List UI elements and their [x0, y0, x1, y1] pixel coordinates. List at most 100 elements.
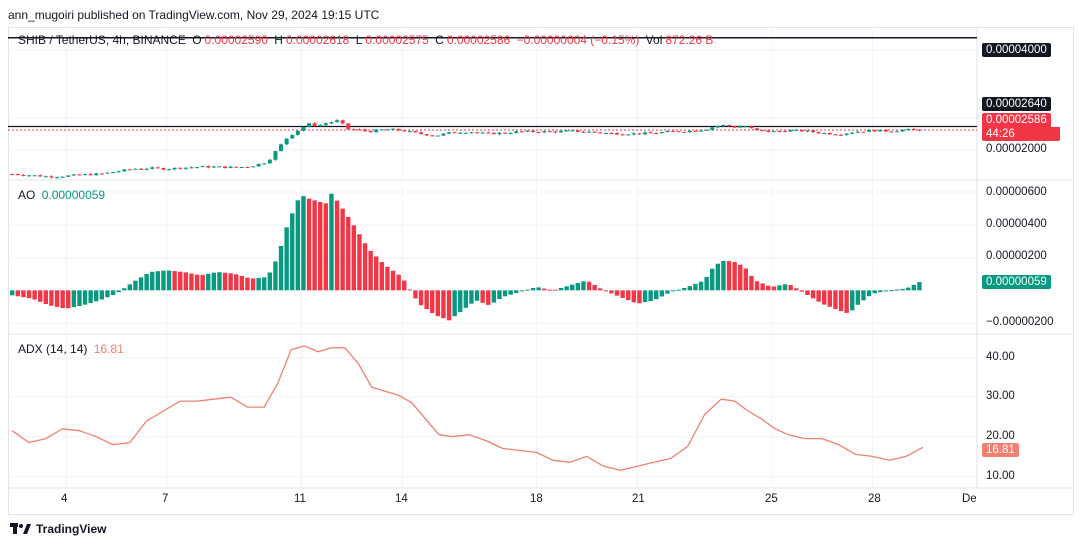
candle-body [223, 166, 228, 169]
candle-body [346, 123, 351, 130]
adx-legend: ADX (14, 14) 16.81 [18, 342, 127, 356]
candle-body [704, 129, 709, 131]
close-label: C [435, 33, 444, 47]
ao-bar [32, 290, 37, 300]
candle-body [228, 166, 233, 169]
ao-bar [133, 280, 138, 291]
ao-bar [710, 268, 715, 291]
candle-body [10, 174, 15, 176]
candle-body [351, 129, 356, 131]
ao-bar [458, 290, 463, 312]
candle-body [861, 131, 866, 133]
time-axis-label: 21 [632, 493, 645, 505]
ao-value: 0.00000059 [41, 188, 106, 202]
ao-bar [502, 290, 508, 297]
candle-body [519, 131, 524, 133]
ao-bar [362, 243, 368, 291]
candle-body [430, 135, 435, 137]
candle-body [239, 166, 244, 168]
ao-bar [396, 274, 401, 291]
candle-body [497, 132, 502, 135]
candle-body [279, 144, 284, 152]
candle-body [463, 132, 468, 134]
candle-body [514, 131, 519, 134]
chart-frame[interactable] [8, 27, 1074, 515]
ao-bar [60, 290, 65, 308]
ao-bar [889, 290, 894, 292]
ao-bar [878, 290, 883, 293]
ao-bar [642, 290, 648, 303]
candle-body [559, 130, 564, 133]
candle-body [889, 131, 894, 133]
candle-body [21, 174, 26, 176]
candle-body [665, 131, 670, 133]
ao-axis-label: 0.00000200 [986, 250, 1047, 262]
time-axis-label: 4 [61, 493, 68, 505]
adx-label[interactable]: ADX (14, 14) [18, 342, 88, 356]
candle-body [312, 123, 317, 126]
ao-bar [127, 284, 133, 291]
ao-bar [704, 277, 709, 291]
ao-label[interactable]: AO [18, 188, 36, 202]
symbol-legend: SHIB / TetherUS, 4h, BINANCE O 0.00002590… [18, 33, 716, 47]
candle-body [715, 126, 720, 128]
ao-bar [71, 290, 77, 308]
ao-bar [413, 290, 418, 299]
ao-bar [452, 290, 457, 317]
ao-bar [816, 290, 821, 302]
candle-body [620, 134, 625, 136]
time-axis-label: 18 [530, 493, 543, 505]
candle-body [189, 167, 194, 169]
candle-body [301, 126, 306, 131]
candle-body [491, 132, 496, 135]
ao-bar [290, 213, 295, 291]
current-price-tag: 0.00002586 [982, 113, 1051, 127]
ao-bar [200, 274, 205, 291]
ao-bar [15, 290, 21, 297]
candle-body [480, 132, 485, 134]
candle-body [867, 129, 872, 132]
ao-bar [26, 290, 32, 299]
ao-bar [872, 290, 877, 294]
candle-body [195, 167, 200, 169]
candle-body [615, 132, 620, 135]
symbol-title[interactable]: SHIB / TetherUS, 4h, BINANCE [18, 33, 186, 47]
time-axis-label: 7 [162, 493, 169, 505]
tradingview-brand[interactable]: TradingView [10, 522, 106, 536]
ao-bar [38, 290, 43, 302]
high-value: 0.00002618 [285, 33, 350, 47]
ao-bar [743, 268, 749, 291]
ao-bar [659, 290, 665, 297]
candle-body [458, 132, 463, 134]
candle-body [211, 166, 216, 168]
low-value: 0.00002575 [365, 33, 429, 47]
ao-bar [844, 290, 849, 313]
ao-bar [390, 270, 396, 291]
ao-bar [822, 290, 827, 305]
candle-body [105, 172, 110, 174]
ao-bar [318, 202, 323, 291]
ao-bar [178, 271, 183, 291]
candle-body [335, 120, 340, 123]
ao-bar [54, 290, 60, 307]
candle-body [172, 167, 177, 170]
price-axis-label: 0.00002000 [986, 143, 1047, 155]
candle-body [441, 133, 446, 136]
ao-bar [766, 285, 771, 291]
ao-bar [900, 289, 905, 291]
candle-body [402, 130, 407, 132]
candle-body [721, 124, 726, 127]
candle-body [486, 132, 491, 134]
ao-bar [676, 289, 681, 291]
close-value: 0.00002586 [446, 33, 511, 47]
ao-bar [82, 290, 88, 305]
ao-bar [693, 283, 698, 291]
ao-bar [306, 198, 312, 291]
ao-bar [609, 290, 614, 294]
ao-bar [788, 285, 793, 291]
low-label: L [355, 33, 363, 47]
candle-body [671, 131, 676, 133]
ao-bar [379, 262, 385, 291]
ao-bar [402, 280, 407, 291]
